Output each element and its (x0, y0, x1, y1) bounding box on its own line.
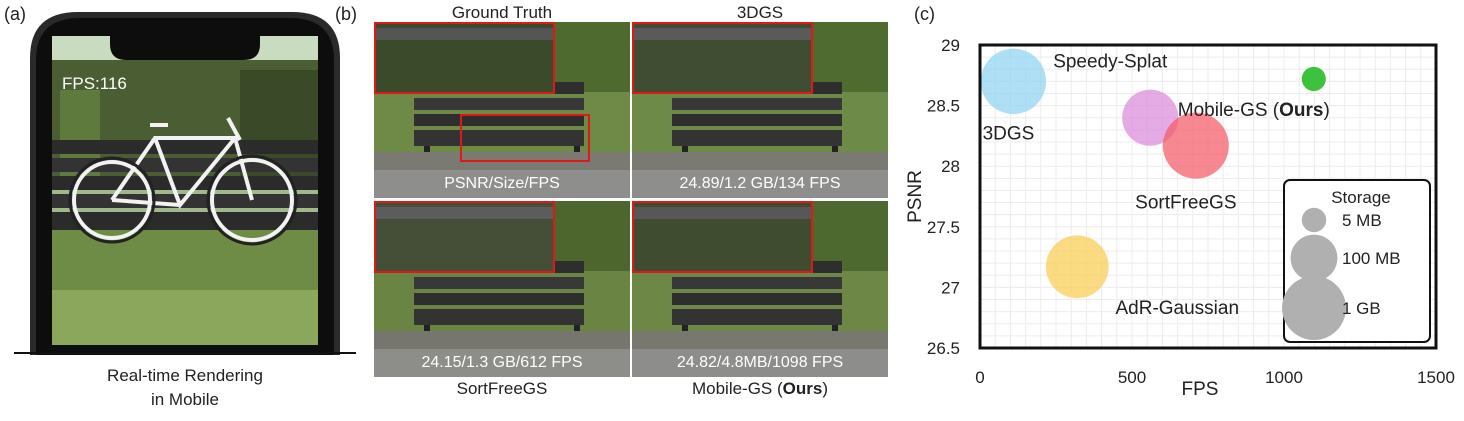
y-tick-label: 27.5 (927, 218, 960, 237)
x-tick-label: 1000 (1265, 368, 1303, 387)
y-tick-label: 28.5 (927, 97, 960, 116)
legend-entry-label: 1 GB (1342, 299, 1381, 318)
zoom-inset-box (374, 22, 555, 94)
tile-title-3dgs: 3DGS (736, 3, 784, 22)
phone-screen-photo (52, 36, 318, 345)
y-tick-label: 27 (941, 278, 960, 297)
zoom-region-box (460, 114, 590, 162)
legend-entry-label: 100 MB (1342, 249, 1401, 268)
legend-entry-label: 5 MB (1342, 211, 1382, 230)
tile-title-mobile-gs: Mobile-GS (Ours) (691, 379, 829, 398)
bubble-speedy-splat (1122, 89, 1179, 146)
label-adr-gaussian: AdR-Gaussian (1115, 298, 1239, 319)
tile-3dgs: 24.89/1.2 GB/134 FPS (632, 22, 888, 198)
x-tick-label: 500 (1118, 368, 1146, 387)
tile-band-mobile-gs: 24.82/4.8MB/1098 FPS (632, 349, 888, 377)
y-tick-label: 29 (941, 36, 960, 55)
x-tick-label: 0 (975, 368, 984, 387)
phone-caption: Real-time Rendering in Mobile (30, 364, 340, 412)
phone-notch (110, 36, 260, 60)
tile-title-sortfreegs: SortFreeGS (456, 379, 548, 398)
zoom-inset-box (632, 22, 813, 94)
tile-band-3dgs: 24.89/1.2 GB/134 FPS (632, 170, 888, 198)
bubble-adr-gaussian (1045, 235, 1109, 299)
tile-ground-truth: PSNR/Size/FPS (374, 22, 630, 198)
panel-c-label: (c) (914, 4, 935, 24)
x-tick-label: 1500 (1417, 368, 1455, 387)
label-speedy-splat: Speedy-Splat (1053, 52, 1168, 73)
panel-a-label: (a) (4, 4, 26, 24)
psnr-fps-chart: 26.5 27 27.5 28 28.5 29 0 500 1000 1500 FPS PSNR… (905, 36, 1455, 400)
storage-legend: Storage 5 MB 100 MB 1 GB (1282, 179, 1431, 343)
bubble-sortfreegs (1162, 112, 1229, 179)
x-tick-labels: 0 500 1000 1500 (975, 368, 1455, 387)
phone-illustration (14, 12, 356, 355)
chart-bubbles (980, 48, 1326, 299)
tile-sortfreegs: 24.15/1.3 GB/612 FPS (374, 201, 630, 377)
label-mobile-gs: Mobile-GS (Ours) (1178, 100, 1330, 121)
zoom-inset-box (374, 201, 555, 273)
tile-title-ground-truth: Ground Truth (451, 3, 553, 22)
chart-frame (978, 43, 1438, 350)
y-tick-label: 26.5 (927, 339, 960, 358)
legend-title: Storage (1331, 188, 1391, 207)
legend-bubble (1301, 207, 1327, 233)
y-axis-label: PSNR (905, 170, 926, 223)
phone-caption-line1: Real-time Rendering (107, 366, 263, 385)
y-tick-labels: 26.5 27 27.5 28 28.5 29 (927, 36, 960, 358)
zoom-inset-box (632, 201, 813, 273)
point-labels: 3DGS Speedy-Splat SortFreeGS AdR-Gaussian Mo… (983, 52, 1330, 319)
label-3dgs: 3DGS (983, 123, 1035, 144)
tile-mobile-gs: 24.82/4.8MB/1098 FPS (632, 201, 888, 377)
panel-b-label: (b) (335, 4, 357, 24)
y-tick-label: 28 (941, 157, 960, 176)
tile-band-ground-truth: PSNR/Size/FPS (374, 170, 630, 198)
tile-band-sortfreegs: 24.15/1.3 GB/612 FPS (374, 349, 630, 377)
legend-bubble (1290, 234, 1338, 282)
label-sortfreegs: SortFreeGS (1135, 193, 1236, 214)
fps-overlay: FPS:116 (62, 74, 127, 93)
x-axis-label: FPS (1182, 379, 1219, 400)
phone-caption-line2: in Mobile (150, 390, 220, 409)
bubble-3dgs (980, 48, 1047, 115)
legend-bubble (1282, 276, 1346, 340)
bubble-mobile-gs (1301, 66, 1326, 91)
